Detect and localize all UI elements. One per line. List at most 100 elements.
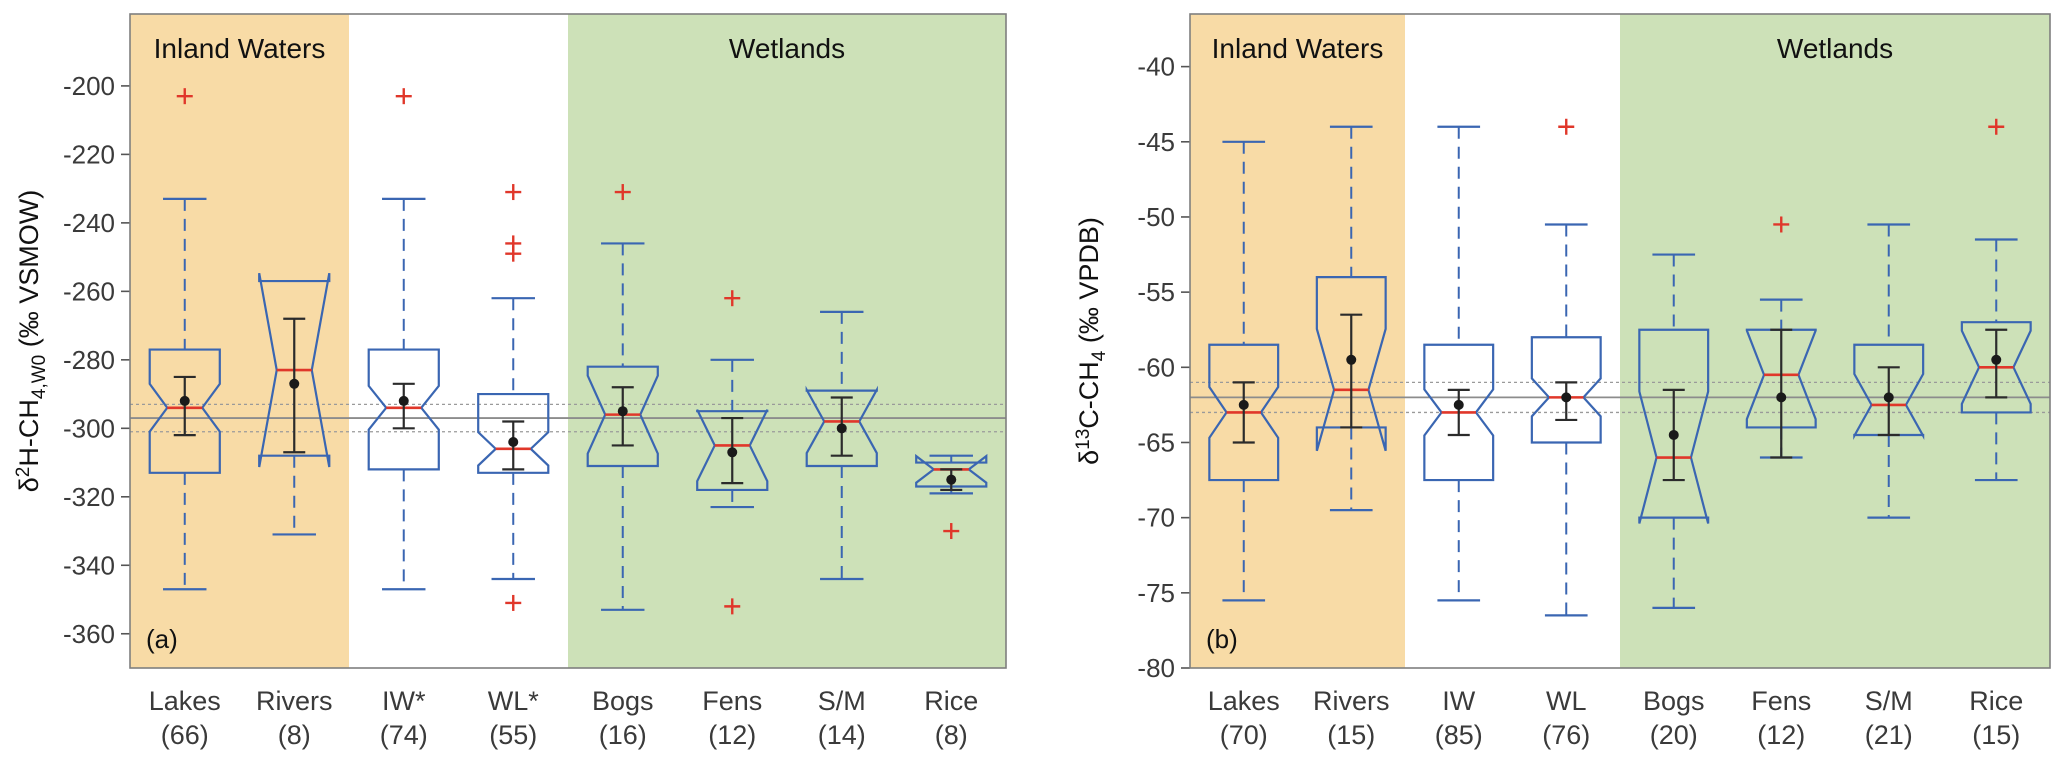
boxplot-fens xyxy=(696,290,769,615)
notched-box xyxy=(1530,336,1602,444)
plot-border xyxy=(1189,13,2051,669)
region-middle xyxy=(1405,14,1620,668)
y-tick-label: -320 xyxy=(63,482,115,512)
mean-marker xyxy=(398,395,409,406)
panel-label: (a) xyxy=(146,624,178,654)
mean-marker xyxy=(1238,399,1249,410)
mean-marker xyxy=(1883,392,1894,403)
x-tick-label-rice: Rice xyxy=(1969,686,2023,716)
x-tick-count-s-m: (21) xyxy=(1865,720,1913,750)
boxplot-wl xyxy=(477,184,550,611)
boxplot-wl xyxy=(1530,118,1602,617)
x-tick-label-iw: IW xyxy=(1442,686,1476,716)
x-tick-count-rivers: (8) xyxy=(278,720,311,750)
x-tick-count-fens: (12) xyxy=(708,720,756,750)
notched-box xyxy=(258,272,331,468)
boxplot-fens xyxy=(1745,216,1817,459)
y-tick-label: -280 xyxy=(63,345,115,375)
notched-box xyxy=(1960,321,2032,414)
x-tick-count-lakes: (70) xyxy=(1220,720,1268,750)
mean-marker xyxy=(617,406,628,417)
region-label-wetlands: Wetlands xyxy=(1777,33,1893,64)
y-tick-label: -75 xyxy=(1137,578,1175,608)
x-tick-label-bogs: Bogs xyxy=(1643,686,1705,716)
region-label-inland-waters: Inland Waters xyxy=(154,33,326,64)
mean-marker xyxy=(1776,392,1787,403)
x-tick-label-rivers: Rivers xyxy=(256,686,333,716)
notched-box xyxy=(1745,328,1817,429)
mean-marker xyxy=(946,474,957,485)
x-tick-label-fens: Fens xyxy=(1751,686,1811,716)
region-wetlands xyxy=(1620,14,2050,668)
boxplot-rivers xyxy=(258,272,331,536)
regions: Inland Waters Wetlands xyxy=(1190,14,2050,668)
region-middle xyxy=(349,14,568,668)
x-tick-count-bogs: (20) xyxy=(1650,720,1698,750)
notched-box xyxy=(477,392,550,474)
x-tick-count-fens: (12) xyxy=(1757,720,1805,750)
y-tick-label: -65 xyxy=(1137,427,1175,457)
boxplot-s-m xyxy=(1853,223,1925,519)
y-tick-label: -240 xyxy=(63,208,115,238)
region-wetlands xyxy=(568,14,1006,668)
boxplot-bogs xyxy=(1638,253,1710,609)
boxplot-iw xyxy=(367,88,440,591)
y-tick-label: -300 xyxy=(63,413,115,443)
x-tick-label-s-m: S/M xyxy=(1865,686,1913,716)
x-tick-count-wl: (76) xyxy=(1542,720,1590,750)
notched-box xyxy=(805,385,878,468)
mean-marker xyxy=(1991,354,2002,365)
y-axis: -40 -45 -50 -55 -60 -65 -70 -75 -80 xyxy=(1137,52,1190,683)
boxplot-bogs xyxy=(586,184,659,611)
plot-border xyxy=(129,13,1007,669)
notched-box xyxy=(915,453,988,488)
y-tick-label: -80 xyxy=(1137,653,1175,683)
mean-marker xyxy=(1346,354,1357,365)
y-tick-label: -70 xyxy=(1137,503,1175,533)
x-tick-label-rice: Rice xyxy=(924,686,978,716)
boxplot-rice xyxy=(915,453,988,540)
regions: Inland Waters Wetlands xyxy=(130,14,1006,668)
region-inland-waters xyxy=(130,14,349,668)
x-tick-label-s-m: S/M xyxy=(818,686,866,716)
notched-box xyxy=(586,365,659,468)
x-tick-count-iw: (74) xyxy=(380,720,428,750)
x-tick-label-rivers: Rivers xyxy=(1313,686,1390,716)
y-tick-label: -50 xyxy=(1137,202,1175,232)
y-axis: -200 -220 -240 -260 -280 -300 -320 -340 -360 xyxy=(63,71,130,649)
panel-b-chart: Inland Waters Wetlands Lakes (70) Rivers (15)… xyxy=(1073,13,2051,750)
reference-lines xyxy=(1190,381,2050,414)
mean-marker xyxy=(508,437,519,448)
y-tick-label: -60 xyxy=(1137,352,1175,382)
y-axis-title: δ2H-CH4,W0 (‰ VSMOW) xyxy=(13,190,50,492)
notched-box xyxy=(1315,276,1387,452)
y-tick-label: -340 xyxy=(63,550,115,580)
mean-marker xyxy=(1668,429,1679,440)
x-tick-count-iw: (85) xyxy=(1435,720,1483,750)
region-label-inland-waters: Inland Waters xyxy=(1212,33,1384,64)
boxplot-lakes xyxy=(148,88,221,591)
mean-marker xyxy=(1561,392,1572,403)
y-tick-label: -45 xyxy=(1137,127,1175,157)
mean-marker xyxy=(179,395,190,406)
y-axis-title: δ13C-CH4 (‰ VPDB) xyxy=(1073,217,1110,465)
x-tick-label-wl: WL* xyxy=(488,686,540,716)
x-tick-count-rivers: (15) xyxy=(1327,720,1375,750)
notched-box xyxy=(1853,343,1925,441)
mean-marker xyxy=(836,423,847,434)
y-tick-label: -40 xyxy=(1137,52,1175,82)
notched-box xyxy=(367,348,440,471)
region-label-wetlands: Wetlands xyxy=(729,33,845,64)
region-inland-waters xyxy=(1190,14,1405,668)
boxplot-rice xyxy=(1960,118,2032,482)
panel-label: (b) xyxy=(1206,624,1238,654)
mean-marker xyxy=(727,447,738,458)
x-tick-label-wl: WL xyxy=(1546,686,1587,716)
x-tick-count-bogs: (16) xyxy=(599,720,647,750)
boxplot-s-m xyxy=(805,310,878,581)
x-tick-count-rice: (8) xyxy=(935,720,968,750)
notched-box xyxy=(1638,328,1710,524)
x-tick-count-rice: (15) xyxy=(1972,720,2020,750)
notched-box xyxy=(1208,343,1280,482)
